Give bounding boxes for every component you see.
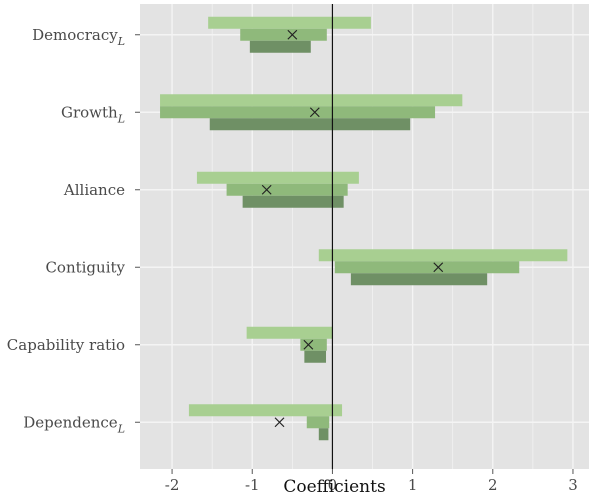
plot-panel bbox=[140, 4, 589, 469]
middle-interval-bar bbox=[240, 28, 327, 41]
outer-interval-bar bbox=[246, 326, 333, 339]
point-estimate-marker bbox=[309, 107, 320, 118]
point-estimate-marker bbox=[433, 262, 444, 273]
middle-interval-bar bbox=[306, 416, 330, 429]
x-axis-title: Coefficients bbox=[283, 477, 385, 497]
y-category-label: Capability ratio bbox=[7, 336, 125, 354]
point-estimate-marker bbox=[287, 29, 298, 40]
interval-bars bbox=[160, 16, 568, 441]
x-tick-label: 2 bbox=[488, 476, 498, 494]
point-estimate-marker bbox=[261, 184, 272, 195]
axes: -2 -1 0 1 2 3 DemocracyL GrowthL Alliance Contigu… bbox=[7, 26, 578, 494]
y-category-label: GrowthL bbox=[61, 103, 125, 125]
outer-interval-bar bbox=[208, 16, 371, 29]
middle-interval-bar bbox=[300, 338, 327, 351]
y-category-label: Alliance bbox=[63, 181, 125, 199]
y-category-label: DependenceL bbox=[23, 413, 125, 435]
inner-interval-bar bbox=[318, 428, 329, 441]
x-tick-label: -1 bbox=[245, 476, 260, 494]
x-tick-label: 3 bbox=[568, 476, 578, 494]
x-tick-label: -2 bbox=[165, 476, 180, 494]
outer-interval-bar bbox=[196, 171, 359, 184]
inner-interval-bar bbox=[249, 40, 311, 53]
point-estimate-marker bbox=[274, 417, 285, 428]
point-estimate-marker bbox=[303, 339, 314, 350]
inner-interval-bar bbox=[350, 273, 488, 286]
middle-interval-bar bbox=[226, 183, 348, 196]
x-tick-label: 1 bbox=[408, 476, 418, 494]
x-tick-label: 0 bbox=[328, 476, 338, 494]
point-estimate-markers bbox=[261, 29, 444, 428]
middle-interval-bar bbox=[160, 106, 436, 119]
inner-interval-bar bbox=[209, 118, 411, 131]
outer-interval-bar bbox=[318, 249, 568, 262]
inner-interval-bar bbox=[304, 350, 327, 363]
outer-interval-bar bbox=[160, 94, 463, 107]
y-category-label: DemocracyL bbox=[32, 26, 125, 48]
y-category-label: Contiguity bbox=[45, 258, 125, 276]
inner-interval-bar bbox=[242, 195, 344, 208]
middle-interval-bar bbox=[334, 261, 520, 274]
outer-interval-bar bbox=[188, 404, 343, 417]
